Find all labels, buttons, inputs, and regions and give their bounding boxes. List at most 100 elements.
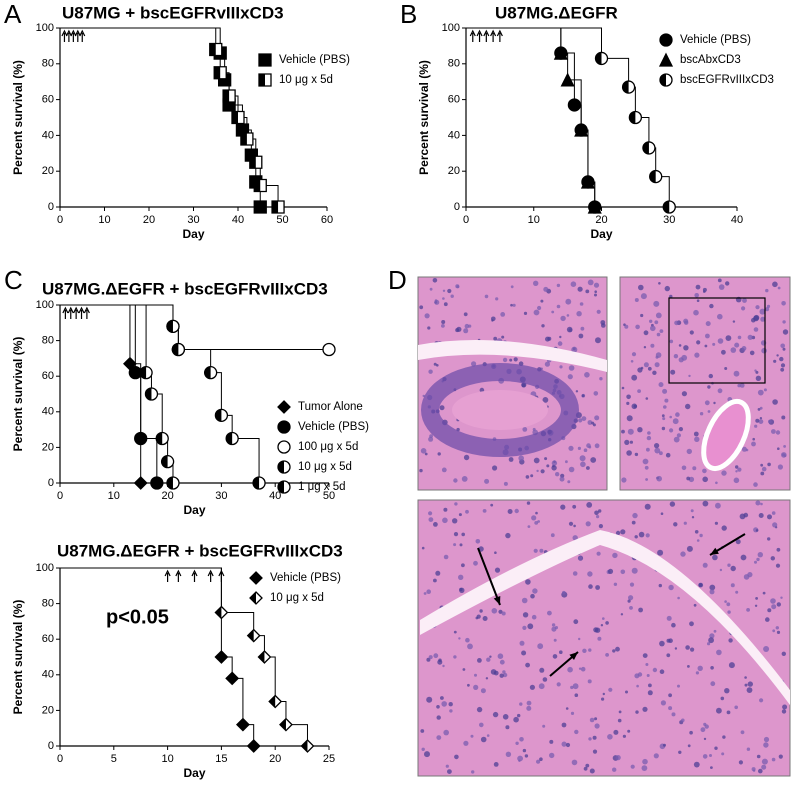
cell-nucleus xyxy=(758,513,764,518)
cell-nucleus xyxy=(507,509,513,514)
cell-nucleus xyxy=(735,470,738,473)
cell-nucleus xyxy=(463,328,469,334)
y-tick-label: 80 xyxy=(42,335,54,347)
cell-nucleus xyxy=(727,563,731,567)
cell-nucleus xyxy=(584,372,590,378)
y-tick-label: 80 xyxy=(42,58,54,70)
marker-half xyxy=(279,718,286,731)
y-tick-label: 40 xyxy=(448,129,460,141)
cell-nucleus xyxy=(479,387,485,393)
marker-half xyxy=(223,90,230,103)
cell-nucleus xyxy=(527,525,531,528)
cell-nucleus xyxy=(593,391,599,396)
survival-line xyxy=(60,304,142,483)
cell-nucleus xyxy=(725,281,730,286)
cell-nucleus xyxy=(712,342,716,346)
cell-nucleus xyxy=(630,764,635,769)
cell-nucleus xyxy=(566,314,570,317)
cell-nucleus xyxy=(694,436,700,442)
cell-nucleus xyxy=(615,530,621,536)
cell-nucleus xyxy=(638,531,645,538)
cell-nucleus xyxy=(712,554,718,561)
cell-nucleus xyxy=(636,684,639,688)
dose-arrow xyxy=(476,29,483,42)
x-tick-label: 30 xyxy=(187,214,199,226)
survival-marker xyxy=(214,650,229,664)
marker-outline xyxy=(277,440,291,454)
cell-nucleus xyxy=(436,364,439,367)
marker-outline xyxy=(258,53,272,67)
cell-nucleus xyxy=(502,670,506,674)
cell-nucleus xyxy=(568,466,575,473)
tissue-gap xyxy=(420,530,790,705)
cell-nucleus xyxy=(681,718,685,723)
cell-nucleus xyxy=(502,714,509,720)
cell-nucleus xyxy=(734,342,740,348)
cell-nucleus xyxy=(678,427,684,432)
cell-nucleus xyxy=(652,370,657,375)
cell-nucleus xyxy=(626,415,633,422)
cell-nucleus xyxy=(612,552,618,559)
cell-nucleus xyxy=(467,683,470,687)
legend-label: Tumor Alone xyxy=(298,401,363,413)
survival-marker xyxy=(662,200,676,214)
dose-arrow xyxy=(164,569,171,582)
histology-panel xyxy=(417,276,791,777)
cell-nucleus xyxy=(648,683,652,688)
cell-nucleus xyxy=(453,532,459,537)
cell-nucleus xyxy=(645,533,650,538)
cell-nucleus xyxy=(696,539,700,542)
cell-nucleus xyxy=(771,604,777,610)
cell-nucleus xyxy=(593,282,600,288)
survival-marker xyxy=(553,45,568,60)
cell-nucleus xyxy=(588,648,592,652)
cell-nucleus xyxy=(744,676,747,679)
x-tick-label: 25 xyxy=(323,753,335,765)
cell-nucleus xyxy=(694,530,699,534)
cell-nucleus xyxy=(693,431,699,437)
vessel-lumen xyxy=(452,390,548,430)
cell-nucleus xyxy=(572,683,579,690)
cell-nucleus xyxy=(502,672,508,678)
cell-nucleus xyxy=(775,563,781,568)
survival-marker xyxy=(246,739,261,753)
cell-nucleus xyxy=(494,567,501,573)
cell-nucleus xyxy=(641,765,648,771)
cell-nucleus xyxy=(745,448,749,452)
cell-nucleus xyxy=(531,515,537,521)
cell-nucleus xyxy=(634,535,638,539)
marker-outline xyxy=(134,431,148,446)
survival-marker xyxy=(166,476,180,490)
cell-nucleus xyxy=(640,293,647,300)
cell-nucleus xyxy=(771,757,776,762)
cell-nucleus xyxy=(738,760,744,765)
y-tick-label: 0 xyxy=(48,201,54,213)
cell-nucleus xyxy=(505,751,512,757)
cell-nucleus xyxy=(739,383,745,388)
cell-nucleus xyxy=(747,572,753,578)
cell-nucleus xyxy=(594,415,600,421)
cell-nucleus xyxy=(542,677,548,682)
cell-nucleus xyxy=(581,394,585,398)
cell-nucleus xyxy=(600,320,606,325)
legend-marker xyxy=(277,460,291,474)
cell-nucleus xyxy=(687,665,690,668)
cell-nucleus xyxy=(666,615,672,621)
cell-nucleus xyxy=(780,363,786,368)
cell-nucleus xyxy=(559,365,563,369)
y-tick-label: 60 xyxy=(42,94,54,106)
cell-nucleus xyxy=(587,420,593,425)
cell-nucleus xyxy=(618,710,622,714)
cell-nucleus xyxy=(533,309,540,316)
legend-label: 10 μg x 5d xyxy=(279,74,333,86)
cell-nucleus xyxy=(659,451,663,456)
marker-half xyxy=(247,629,254,642)
cell-nucleus xyxy=(524,754,529,758)
cell-nucleus xyxy=(653,753,659,759)
cell-nucleus xyxy=(540,299,544,303)
cell-nucleus xyxy=(676,433,682,438)
marker-half xyxy=(258,651,265,663)
y-tick-label: 0 xyxy=(48,477,54,489)
cell-nucleus xyxy=(741,306,746,311)
cell-nucleus xyxy=(532,588,538,594)
